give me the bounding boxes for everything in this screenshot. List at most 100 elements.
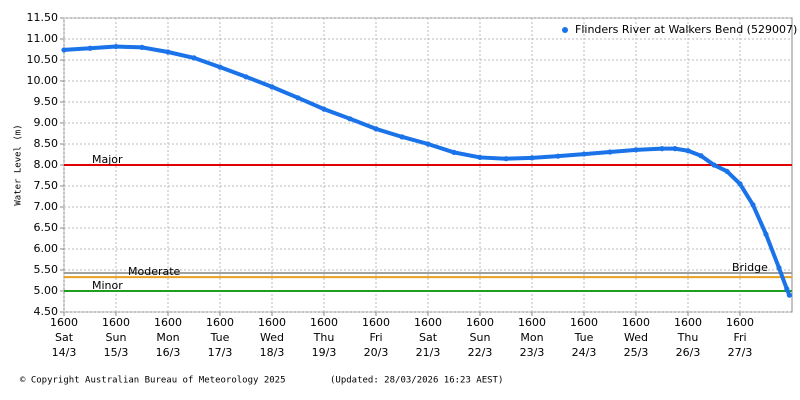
y-tick-label: 7.50 xyxy=(34,179,59,192)
y-tick-label: 6.50 xyxy=(34,221,59,234)
x-tick-day: Mon xyxy=(156,331,179,344)
x-tick-date: 18/3 xyxy=(260,346,285,359)
x-tick-date: 22/3 xyxy=(468,346,493,359)
x-tick-label: 1600 xyxy=(258,316,286,329)
y-tick-label: 8.50 xyxy=(34,137,59,150)
data-point xyxy=(724,168,730,174)
x-tick-date: 15/3 xyxy=(104,346,129,359)
y-tick-label: 5.50 xyxy=(34,263,59,276)
x-tick-label: 1600 xyxy=(362,316,390,329)
x-tick-label: 1600 xyxy=(414,316,442,329)
y-tick-label: 10.00 xyxy=(27,74,59,87)
y-tick-label: 8.00 xyxy=(34,158,59,171)
x-tick-day: Sat xyxy=(419,331,438,344)
data-point xyxy=(607,149,613,155)
data-point xyxy=(698,153,704,159)
x-tick-date: 16/3 xyxy=(156,346,181,359)
data-point xyxy=(784,286,790,292)
threshold-label: Moderate xyxy=(128,265,181,278)
x-tick-label: 1600 xyxy=(622,316,650,329)
legend-label: Flinders River at Walkers Bend (529007) xyxy=(575,23,797,36)
y-tick-label: 9.00 xyxy=(34,116,59,129)
data-point xyxy=(786,292,793,298)
x-tick-date: 25/3 xyxy=(624,346,649,359)
x-tick-label: 1600 xyxy=(674,316,702,329)
y-tick-label: 9.50 xyxy=(34,95,59,108)
x-tick-date: 23/3 xyxy=(520,346,545,359)
data-point xyxy=(529,155,535,161)
threshold-label: Bridge xyxy=(732,261,768,274)
x-tick-label: 1600 xyxy=(102,316,130,329)
data-point xyxy=(165,49,171,55)
x-tick-date: 21/3 xyxy=(416,346,441,359)
x-tick-date: 19/3 xyxy=(312,346,337,359)
y-tick-label: 5.00 xyxy=(34,284,59,297)
x-tick-day: Wed xyxy=(624,331,648,344)
data-point xyxy=(295,95,301,101)
y-tick-label: 6.00 xyxy=(34,242,59,255)
x-tick-date: 20/3 xyxy=(364,346,389,359)
x-tick-date: 14/3 xyxy=(52,346,77,359)
x-tick-day: Sun xyxy=(106,331,127,344)
x-tick-label: 1600 xyxy=(310,316,338,329)
threshold-label: Minor xyxy=(92,279,123,292)
x-tick-date: 27/3 xyxy=(728,346,753,359)
data-point xyxy=(555,153,561,159)
data-point xyxy=(750,202,756,208)
data-point xyxy=(139,44,145,51)
legend-marker xyxy=(562,27,568,33)
x-tick-day: Thu xyxy=(677,331,699,344)
data-point xyxy=(61,47,67,53)
x-tick-day: Sat xyxy=(55,331,74,344)
x-tick-date: 17/3 xyxy=(208,346,233,359)
data-point xyxy=(269,84,275,90)
data-point xyxy=(347,116,353,122)
x-tick-date: 24/3 xyxy=(572,346,597,359)
data-point xyxy=(503,156,509,162)
y-tick-label: 11.50 xyxy=(27,11,59,24)
data-point xyxy=(633,147,639,153)
data-point xyxy=(191,55,197,61)
x-tick-label: 1600 xyxy=(154,316,182,329)
data-point xyxy=(672,146,678,152)
data-point xyxy=(425,141,431,147)
x-tick-label: 1600 xyxy=(466,316,494,329)
threshold-label: Major xyxy=(92,153,123,166)
data-point xyxy=(373,126,379,132)
data-point xyxy=(477,154,483,161)
data-point xyxy=(737,181,743,187)
x-tick-day: Tue xyxy=(210,331,230,344)
x-tick-day: Fri xyxy=(369,331,382,344)
data-point xyxy=(243,74,249,80)
y-tick-label: 11.00 xyxy=(27,32,59,45)
x-tick-date: 26/3 xyxy=(676,346,701,359)
data-point xyxy=(399,134,405,140)
data-point xyxy=(451,149,457,155)
x-tick-day: Fri xyxy=(733,331,746,344)
data-point xyxy=(321,106,327,112)
x-tick-day: Mon xyxy=(520,331,543,344)
x-tick-day: Sun xyxy=(470,331,491,344)
data-point xyxy=(87,45,93,51)
x-tick-day: Thu xyxy=(313,331,335,344)
updated: (Updated: 28/03/2026 16:23 AEST) xyxy=(330,376,503,386)
data-point xyxy=(776,265,782,271)
x-tick-label: 1600 xyxy=(570,316,598,329)
data-point xyxy=(581,151,587,157)
copyright: © Copyright Australian Bureau of Meteoro… xyxy=(20,376,286,386)
y-tick-label: 7.00 xyxy=(34,200,59,213)
y-tick-label: 10.50 xyxy=(27,53,59,66)
x-tick-label: 1600 xyxy=(726,316,754,329)
data-point xyxy=(659,146,665,152)
x-tick-label: 1600 xyxy=(518,316,546,329)
x-tick-label: 1600 xyxy=(50,316,78,329)
data-point xyxy=(763,231,769,237)
data-point xyxy=(217,64,223,70)
data-point xyxy=(685,148,691,154)
data-point xyxy=(113,43,119,50)
x-tick-label: 1600 xyxy=(206,316,234,329)
x-tick-day: Wed xyxy=(260,331,284,344)
y-axis-label: Water Level (m) xyxy=(14,124,24,205)
data-point xyxy=(711,162,717,168)
x-tick-day: Tue xyxy=(574,331,594,344)
